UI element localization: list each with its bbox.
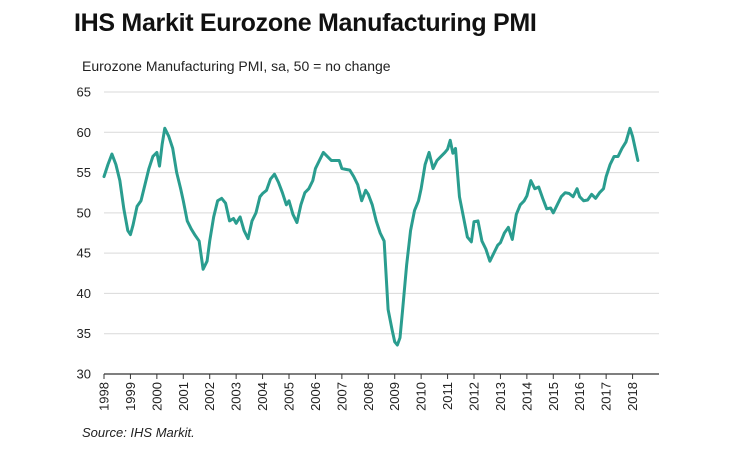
y-tick-label-35: 35 bbox=[77, 326, 91, 341]
y-tick-label-30: 30 bbox=[77, 367, 91, 382]
y-tick-label-60: 60 bbox=[77, 125, 91, 140]
x-tick-label-2007: 2007 bbox=[334, 382, 349, 411]
y-tick-label-40: 40 bbox=[77, 286, 91, 301]
x-tick-label-1998: 1998 bbox=[97, 382, 112, 411]
x-tick-labels: 1998 1999 2000 2001 2002 2003 2004 2005 2006 2007… bbox=[97, 382, 641, 411]
x-tick-label-2012: 2012 bbox=[467, 382, 482, 411]
source-note: Source: IHS Markit. bbox=[82, 425, 195, 440]
y-tick-label-65: 65 bbox=[77, 85, 91, 100]
x-tick-label-2014: 2014 bbox=[519, 382, 534, 411]
x-tick-label-2010: 2010 bbox=[414, 382, 429, 411]
x-tick-label-2005: 2005 bbox=[282, 382, 297, 411]
chart-title: IHS Markit Eurozone Manufacturing PMI bbox=[74, 9, 537, 37]
x-tick-label-2017: 2017 bbox=[599, 382, 614, 411]
chart-subtitle: Eurozone Manufacturing PMI, sa, 50 = no … bbox=[82, 58, 391, 74]
series-layer bbox=[102, 126, 640, 347]
x-tick-label-2004: 2004 bbox=[255, 382, 270, 411]
x-tick-label-2003: 2003 bbox=[229, 382, 244, 411]
x-tick-label-2015: 2015 bbox=[546, 382, 561, 411]
axes bbox=[103, 373, 659, 379]
y-tick-label-55: 55 bbox=[77, 165, 91, 180]
y-tick-label-45: 45 bbox=[77, 246, 91, 261]
x-tick-label-2001: 2001 bbox=[176, 382, 191, 411]
y-tick-label-50: 50 bbox=[77, 205, 91, 220]
x-tick-label-2000: 2000 bbox=[149, 382, 164, 411]
x-tick-label-2011: 2011 bbox=[440, 382, 455, 410]
x-tick-label-2002: 2002 bbox=[202, 382, 217, 411]
series-line-0 bbox=[102, 126, 640, 347]
x-tick-label-2009: 2009 bbox=[387, 382, 402, 411]
x-tick-label-2006: 2006 bbox=[308, 382, 323, 411]
x-tick-label-2008: 2008 bbox=[361, 382, 376, 411]
x-tick-label-1999: 1999 bbox=[123, 382, 138, 411]
x-tick-label-2018: 2018 bbox=[625, 382, 640, 411]
x-tick-label-2016: 2016 bbox=[572, 382, 587, 411]
gridlines bbox=[104, 91, 659, 335]
y-tick-labels: 30 35 40 45 50 55 60 65 bbox=[77, 85, 91, 382]
x-tick-label-2013: 2013 bbox=[493, 382, 508, 411]
